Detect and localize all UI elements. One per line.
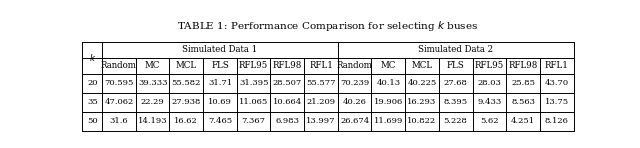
Text: 7.465: 7.465 (208, 117, 232, 125)
Text: 8.126: 8.126 (545, 117, 568, 125)
Text: FLS: FLS (211, 61, 229, 70)
Text: 8.563: 8.563 (511, 98, 535, 106)
Text: 9.433: 9.433 (477, 98, 502, 106)
Text: 31.395: 31.395 (239, 79, 268, 87)
Text: RFL1: RFL1 (309, 61, 333, 70)
Text: 47.062: 47.062 (104, 98, 134, 106)
Text: TABLE 1: Performance Comparison for selecting $k$ buses: TABLE 1: Performance Comparison for sele… (177, 19, 479, 33)
Text: 6.983: 6.983 (275, 117, 300, 125)
Text: Simulated Data 2: Simulated Data 2 (418, 45, 493, 54)
Text: 31.6: 31.6 (109, 117, 128, 125)
Text: 11.065: 11.065 (239, 98, 268, 106)
Text: MC: MC (145, 61, 160, 70)
Text: 20: 20 (87, 79, 97, 87)
Text: RFL95: RFL95 (475, 61, 504, 70)
Text: RFL98: RFL98 (273, 61, 302, 70)
Text: 28.03: 28.03 (477, 79, 501, 87)
Text: RFL1: RFL1 (545, 61, 568, 70)
Text: 27.938: 27.938 (172, 98, 201, 106)
Text: Random: Random (337, 61, 372, 70)
Text: 5.62: 5.62 (480, 117, 499, 125)
Text: Random: Random (101, 61, 137, 70)
Text: 50: 50 (87, 117, 98, 125)
Text: 11.699: 11.699 (374, 117, 403, 125)
Text: MCL: MCL (412, 61, 433, 70)
Text: $k$: $k$ (89, 52, 96, 63)
Text: 8.395: 8.395 (444, 98, 468, 106)
Text: 10.664: 10.664 (273, 98, 302, 106)
Text: 28.507: 28.507 (273, 79, 302, 87)
Text: 25.85: 25.85 (511, 79, 535, 87)
Text: 43.70: 43.70 (545, 79, 569, 87)
Text: 40.13: 40.13 (376, 79, 401, 87)
Text: 27.68: 27.68 (444, 79, 468, 87)
Text: Simulated Data 1: Simulated Data 1 (182, 45, 257, 54)
Text: 14.193: 14.193 (138, 117, 168, 125)
Text: RFL98: RFL98 (508, 61, 538, 70)
Text: 26.674: 26.674 (340, 117, 369, 125)
Text: 13.997: 13.997 (306, 117, 336, 125)
Text: 70.595: 70.595 (104, 79, 134, 87)
Text: 40.26: 40.26 (342, 98, 367, 106)
Text: MC: MC (381, 61, 396, 70)
Text: 70.239: 70.239 (340, 79, 369, 87)
Text: 39.333: 39.333 (138, 79, 168, 87)
Text: 4.251: 4.251 (511, 117, 535, 125)
Text: 7.367: 7.367 (242, 117, 266, 125)
Text: 55.577: 55.577 (306, 79, 336, 87)
Text: 10.822: 10.822 (408, 117, 436, 125)
Text: 22.29: 22.29 (141, 98, 164, 106)
Text: 40.225: 40.225 (408, 79, 436, 87)
Text: FLS: FLS (447, 61, 465, 70)
Text: 16.62: 16.62 (175, 117, 198, 125)
Text: 10.69: 10.69 (208, 98, 232, 106)
Text: 35: 35 (87, 98, 98, 106)
Text: RFL95: RFL95 (239, 61, 268, 70)
Text: 21.209: 21.209 (307, 98, 335, 106)
Text: MCL: MCL (176, 61, 197, 70)
Text: 55.582: 55.582 (172, 79, 201, 87)
Text: 31.71: 31.71 (208, 79, 232, 87)
Text: 13.75: 13.75 (545, 98, 569, 106)
Text: 19.906: 19.906 (374, 98, 403, 106)
Text: 16.293: 16.293 (408, 98, 436, 106)
Text: 5.228: 5.228 (444, 117, 468, 125)
